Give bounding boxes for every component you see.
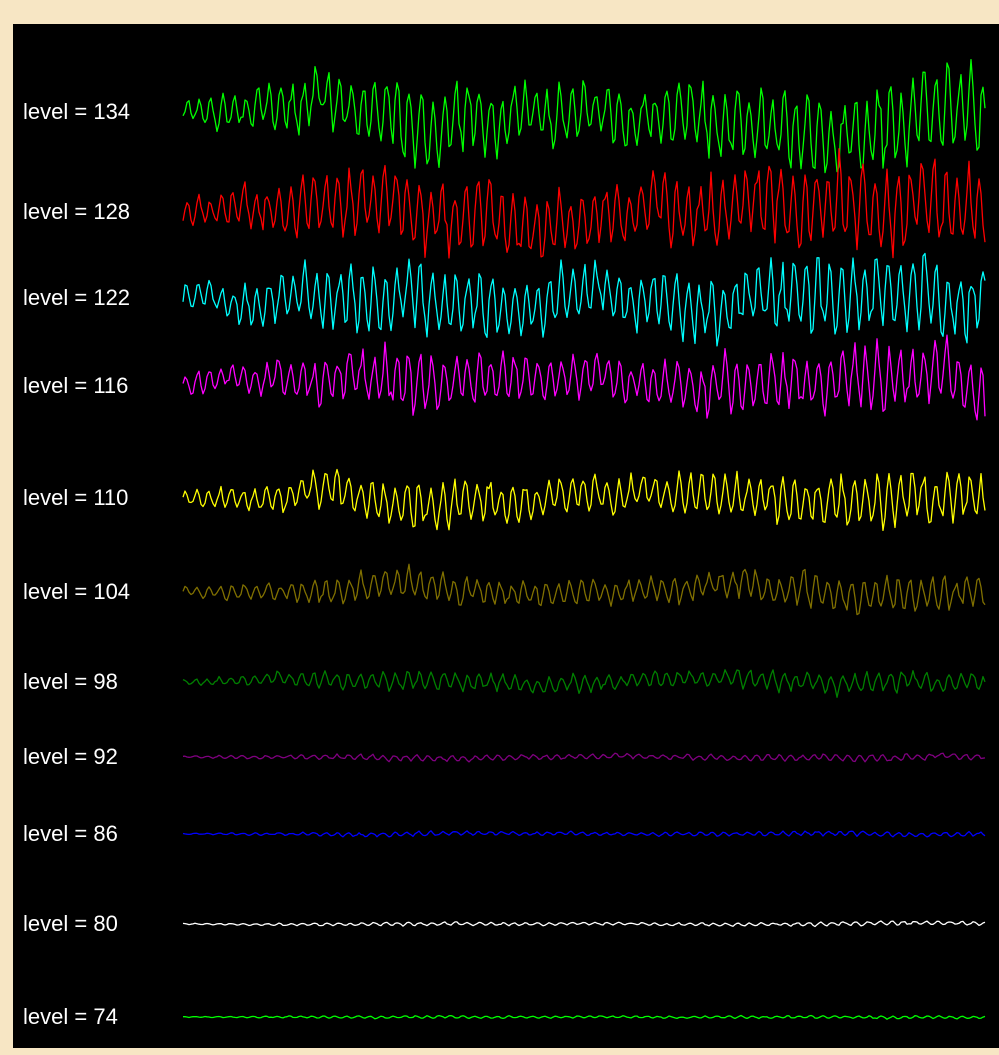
trace-label-level-128: level = 128 [23, 199, 130, 225]
trace-label-value: 74 [93, 1004, 118, 1029]
trace-label-prefix: level = [23, 373, 94, 398]
trace-label-prefix: level = [23, 821, 94, 846]
trace-label-value: 134 [93, 99, 131, 124]
trace-label-level-80: level = 80 [23, 911, 118, 937]
trace-line-level-122 [182, 252, 986, 347]
trace-label-prefix: level = [23, 744, 94, 769]
trace-line-level-128 [182, 148, 986, 259]
trace-label-prefix: level = [23, 199, 94, 224]
trace-label-level-122: level = 122 [23, 285, 130, 311]
trace-label-level-110: level = 110 [23, 485, 128, 511]
trace-label-level-104: level = 104 [23, 579, 130, 605]
waveform-plot-panel: level = 134 level = 128 level = 122 level =… [13, 24, 999, 1048]
trace-line-level-98 [182, 669, 986, 698]
trace-line-level-86 [182, 830, 986, 838]
trace-label-prefix: level = [23, 99, 94, 124]
trace-label-prefix: level = [23, 669, 94, 694]
trace-label-value: 92 [93, 744, 118, 769]
trace-label-value: 110 [93, 485, 129, 510]
trace-label-level-98: level = 98 [23, 669, 118, 695]
trace-label-level-134: level = 134 [23, 99, 130, 125]
trace-label-value: 104 [93, 579, 131, 604]
trace-label-level-74: level = 74 [23, 1004, 118, 1030]
trace-label-value: 86 [93, 821, 118, 846]
trace-label-level-92: level = 92 [23, 744, 118, 770]
waveform-plot [182, 59, 986, 1020]
trace-label-value: 80 [93, 911, 118, 936]
trace-label-prefix: level = [23, 1004, 94, 1029]
trace-label-prefix: level = [23, 579, 94, 604]
trace-label-value: 116 [93, 373, 129, 398]
trace-line-level-104 [182, 563, 986, 616]
trace-line-level-92 [182, 752, 986, 763]
trace-line-level-116 [182, 334, 986, 421]
trace-line-level-74 [183, 1014, 986, 1020]
trace-line-level-110 [182, 468, 986, 532]
trace-label-prefix: level = [23, 911, 94, 936]
trace-label-value: 128 [93, 199, 131, 224]
trace-label-value: 122 [93, 285, 131, 310]
trace-label-level-116: level = 116 [23, 373, 128, 399]
trace-label-prefix: level = [23, 485, 94, 510]
trace-label-prefix: level = [23, 285, 94, 310]
trace-line-level-134 [182, 59, 986, 174]
trace-line-level-80 [182, 920, 986, 928]
trace-label-value: 98 [93, 669, 118, 694]
trace-label-level-86: level = 86 [23, 821, 118, 847]
